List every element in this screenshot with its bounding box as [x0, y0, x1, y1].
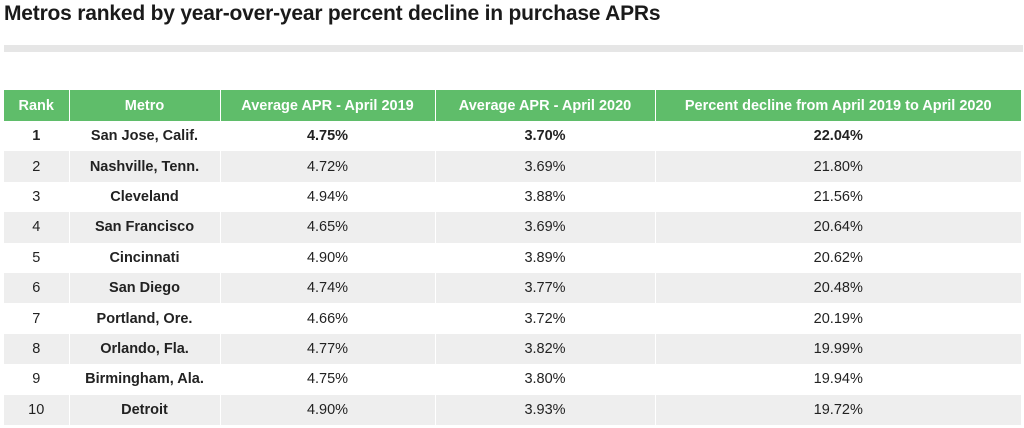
apr-2020-cell: 3.70% [434, 121, 655, 152]
metro-cell: San Diego [68, 272, 220, 304]
rank-cell: 5 [4, 242, 69, 273]
table-row: 10 Detroit 4.90% 3.93% 19.72% [4, 394, 1021, 425]
rank-cell: 3 [4, 181, 69, 213]
header-apr-2020: Average APR - April 2020 [434, 90, 655, 121]
decline-cell: 20.19% [654, 303, 1021, 334]
table-header-row: Rank Metro Average APR - April 2019 Aver… [4, 90, 1021, 121]
apr-2019-cell: 4.74% [219, 272, 435, 304]
metro-cell: Cleveland [68, 181, 220, 213]
rank-cell: 9 [4, 364, 69, 395]
metro-cell: Cincinnati [68, 242, 220, 273]
decline-cell: 19.99% [654, 333, 1021, 365]
metro-cell: San Francisco [68, 212, 220, 243]
apr-2019-cell: 4.90% [219, 394, 435, 425]
apr-2020-cell: 3.77% [434, 272, 655, 304]
table-row: 3 Cleveland 4.94% 3.88% 21.56% [4, 181, 1021, 213]
metro-cell: Birmingham, Ala. [68, 364, 220, 395]
apr-2019-cell: 4.94% [219, 181, 435, 213]
metro-cell: Detroit [68, 394, 220, 425]
apr-2019-cell: 4.77% [219, 333, 435, 365]
metro-cell: San Jose, Calif. [68, 121, 220, 152]
header-metro: Metro [68, 90, 220, 121]
table-row: 9 Birmingham, Ala. 4.75% 3.80% 19.94% [4, 364, 1021, 395]
rank-cell: 8 [4, 333, 69, 365]
page-title: Metros ranked by year-over-year percent … [4, 2, 661, 25]
title-divider [4, 45, 1023, 52]
table-row: 4 San Francisco 4.65% 3.69% 20.64% [4, 212, 1021, 243]
apr-2019-cell: 4.90% [219, 242, 435, 273]
rank-cell: 7 [4, 303, 69, 334]
apr-2020-cell: 3.88% [434, 181, 655, 213]
header-apr-2019: Average APR - April 2019 [219, 90, 435, 121]
table-row: 7 Portland, Ore. 4.66% 3.72% 20.19% [4, 303, 1021, 334]
header-percent-decline: Percent decline from April 2019 to April… [654, 90, 1021, 121]
apr-2019-cell: 4.72% [219, 151, 435, 182]
decline-cell: 21.56% [654, 181, 1021, 213]
apr-2020-cell: 3.82% [434, 333, 655, 365]
apr-decline-table: Rank Metro Average APR - April 2019 Aver… [4, 90, 1021, 425]
apr-2019-cell: 4.75% [219, 364, 435, 395]
table-row: 6 San Diego 4.74% 3.77% 20.48% [4, 272, 1021, 304]
decline-cell: 22.04% [654, 121, 1021, 152]
table-row: 5 Cincinnati 4.90% 3.89% 20.62% [4, 242, 1021, 273]
rank-cell: 10 [4, 394, 69, 425]
apr-2020-cell: 3.69% [434, 151, 655, 182]
apr-2020-cell: 3.72% [434, 303, 655, 334]
decline-cell: 20.64% [654, 212, 1021, 243]
table-row: 2 Nashville, Tenn. 4.72% 3.69% 21.80% [4, 151, 1021, 182]
metro-cell: Orlando, Fla. [68, 333, 220, 365]
table-row: 1 San Jose, Calif. 4.75% 3.70% 22.04% [4, 121, 1021, 152]
header-rank: Rank [4, 90, 69, 121]
metro-cell: Portland, Ore. [68, 303, 220, 334]
decline-cell: 20.62% [654, 242, 1021, 273]
apr-2019-cell: 4.65% [219, 212, 435, 243]
apr-2020-cell: 3.93% [434, 394, 655, 425]
decline-cell: 19.94% [654, 364, 1021, 395]
table-row: 8 Orlando, Fla. 4.77% 3.82% 19.99% [4, 333, 1021, 365]
apr-2020-cell: 3.69% [434, 212, 655, 243]
metro-cell: Nashville, Tenn. [68, 151, 220, 182]
decline-cell: 19.72% [654, 394, 1021, 425]
apr-2020-cell: 3.89% [434, 242, 655, 273]
apr-2019-cell: 4.66% [219, 303, 435, 334]
decline-cell: 21.80% [654, 151, 1021, 182]
apr-2020-cell: 3.80% [434, 364, 655, 395]
decline-cell: 20.48% [654, 272, 1021, 304]
rank-cell: 2 [4, 151, 69, 182]
rank-cell: 4 [4, 212, 69, 243]
rank-cell: 1 [4, 121, 69, 152]
rank-cell: 6 [4, 272, 69, 304]
apr-2019-cell: 4.75% [219, 121, 435, 152]
